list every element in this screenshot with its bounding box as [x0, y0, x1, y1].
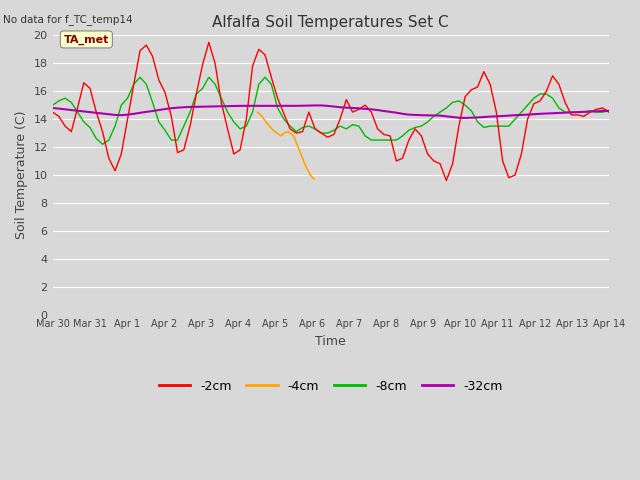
Y-axis label: Soil Temperature (C): Soil Temperature (C): [15, 111, 28, 239]
X-axis label: Time: Time: [316, 335, 346, 348]
Title: Alfalfa Soil Temperatures Set C: Alfalfa Soil Temperatures Set C: [212, 15, 449, 30]
Text: TA_met: TA_met: [63, 34, 109, 45]
Legend: -2cm, -4cm, -8cm, -32cm: -2cm, -4cm, -8cm, -32cm: [154, 375, 508, 398]
Text: No data for f_TC_temp14: No data for f_TC_temp14: [3, 14, 133, 25]
